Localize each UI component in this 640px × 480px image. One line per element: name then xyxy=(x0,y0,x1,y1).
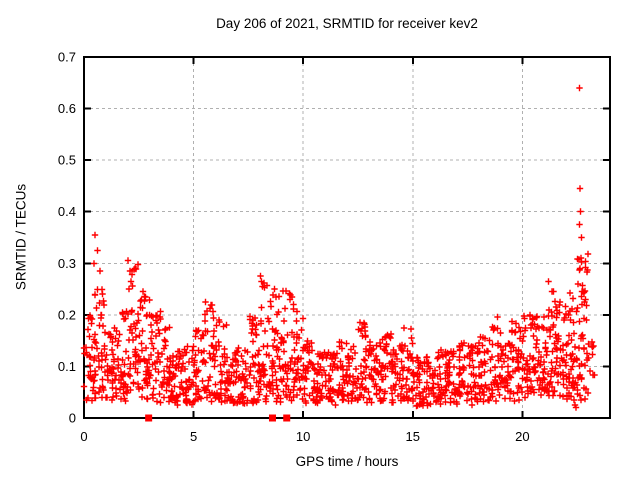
y-tick-label: 0.6 xyxy=(58,101,76,116)
grid-lines xyxy=(84,57,610,418)
x-tick-label: 10 xyxy=(296,429,310,444)
x-tick-label: 0 xyxy=(80,429,87,444)
srmtid-data-points xyxy=(80,84,598,411)
tick-labels: 0 0.1 0.2 0.3 0.4 0.5 0.6 0.7 0 5 10 15 20 xyxy=(58,50,530,445)
zero-value-marker xyxy=(145,414,153,422)
y-tick-label: 0.1 xyxy=(58,359,76,374)
chart-title: Day 206 of 2021, SRMTID for receiver kev… xyxy=(216,16,478,31)
zero-value-marker xyxy=(268,414,276,422)
y-tick-label: 0.7 xyxy=(58,50,76,65)
y-tick-label: 0.4 xyxy=(58,204,76,219)
x-tick-label: 20 xyxy=(515,429,529,444)
y-tick-label: 0.5 xyxy=(58,153,76,168)
x-axis-label: GPS time / hours xyxy=(295,454,399,469)
y-tick-label: 0.2 xyxy=(58,307,76,322)
plot-border-and-ticks xyxy=(83,56,611,419)
y-tick-label: 0 xyxy=(69,411,76,426)
y-tick-label: 0.3 xyxy=(58,256,76,271)
x-tick-label: 15 xyxy=(406,429,420,444)
zero-value-marker xyxy=(283,414,291,422)
x-tick-label: 5 xyxy=(190,429,197,444)
zero-value-markers xyxy=(145,414,291,422)
